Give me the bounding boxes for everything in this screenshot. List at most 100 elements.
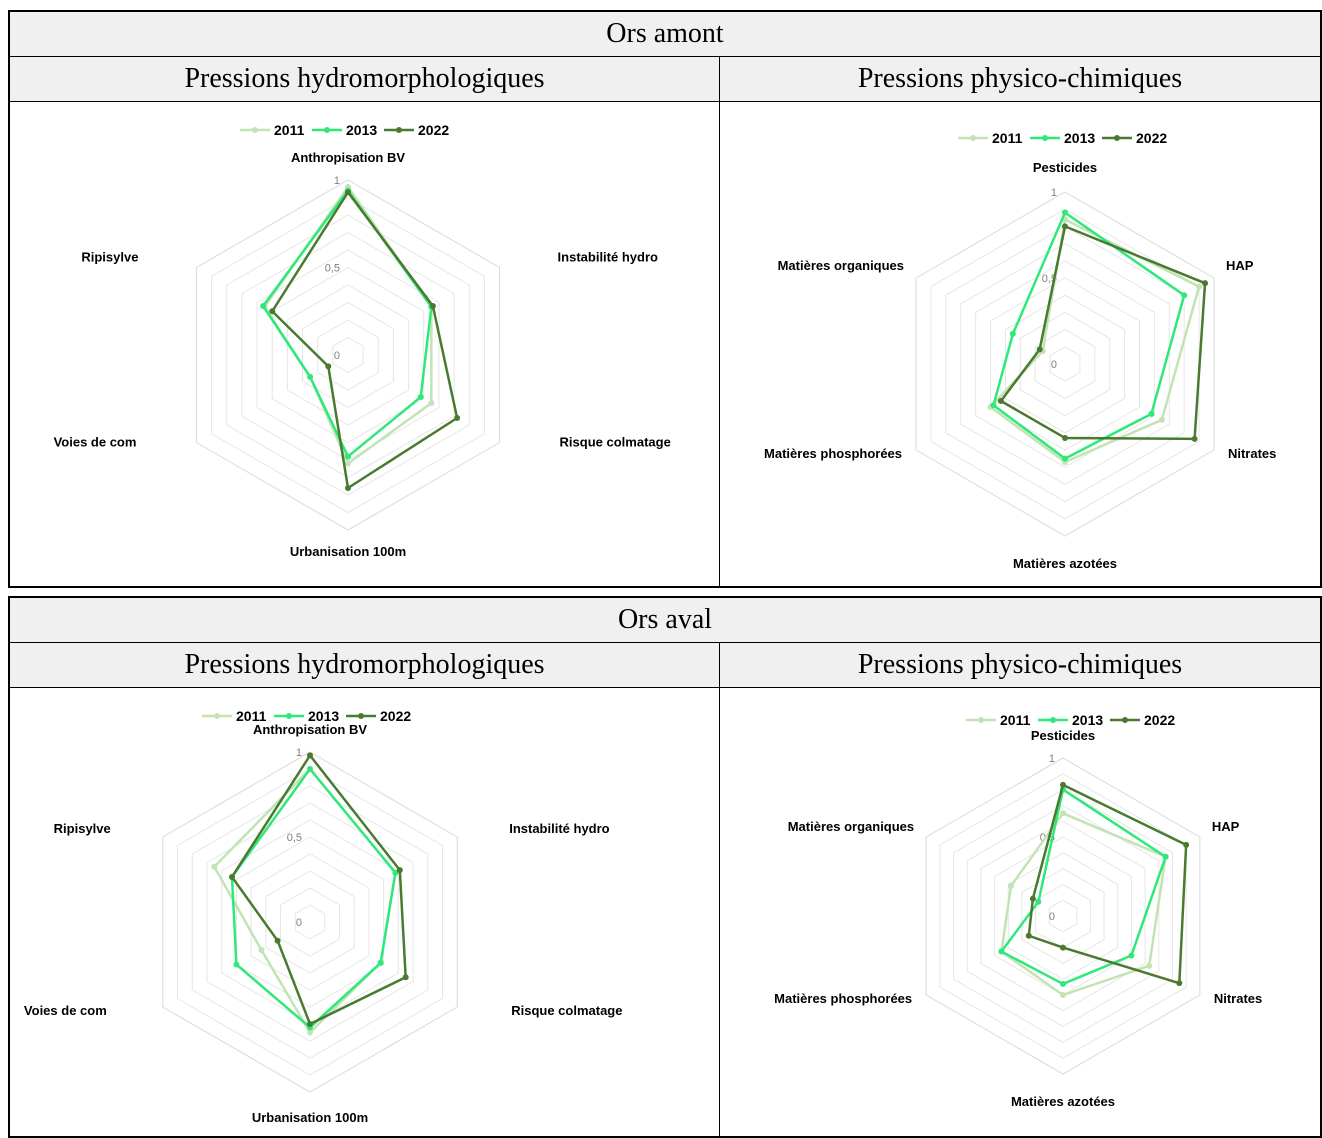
grid-ring [302,301,394,409]
tick-label: 0 [1049,911,1055,923]
axis-label: Nitrates [1228,446,1276,461]
grid-ring [211,196,485,514]
section-title: Ors aval [10,598,1320,643]
legend-label-2013: 2013 [346,122,377,138]
grid-ring [939,773,1187,1059]
legend-label-2022: 2022 [1136,130,1167,146]
data-point-2011 [1008,882,1015,889]
data-point-2013 [1162,853,1169,860]
data-point-2011 [258,947,265,954]
data-point-2013 [1062,455,1068,462]
grid-ring [265,870,355,974]
series-line-2013 [261,189,433,458]
grid-ring [235,836,385,1008]
data-point-2013 [1181,292,1188,299]
chart-row: 0 0,5 1 Anthropisation BV Instabilité hydro R… [10,688,1320,1136]
grid-ring [960,243,1170,485]
grid-ring [1034,329,1096,399]
legend-marker-2011 [978,717,984,723]
header-hydromorphologiques: Pressions hydromorphologiques [10,643,720,687]
chart-cell-hydro-aval: 0 0,5 1 Anthropisation BV Instabilité hydro R… [10,688,720,1136]
legend-label-2011: 2011 [992,130,1023,146]
data-point-2022 [1191,435,1198,442]
data-point-2013 [998,948,1005,955]
data-point-2022 [1062,223,1068,230]
grid-ring [294,904,326,940]
data-point-2022 [274,937,281,944]
data-point-2011 [428,400,435,407]
data-point-2022 [396,867,403,874]
legend-label-2011: 2011 [236,708,267,724]
legend-label-2011: 2011 [1000,712,1031,728]
data-point-2013 [233,961,240,968]
grid-ring [317,319,379,391]
data-point-2013 [417,394,424,400]
legend-label-2013: 2013 [1072,712,1103,728]
legend-label-2022: 2022 [380,708,411,724]
tick-label: 0 [1051,359,1057,371]
data-point-2011 [1060,992,1066,998]
axis-label: Voies de com [54,435,137,450]
axis-label: Voies de com [24,1003,107,1018]
data-point-2011 [1196,283,1203,290]
header-hydromorphologiques: Pressions hydromorphologiques [10,57,720,101]
axis-label: Matières phosphorées [774,991,912,1006]
grid-ring [930,208,1200,520]
data-point-2013 [1062,209,1068,216]
data-point-2013 [377,959,384,966]
data-point-2022 [402,974,409,981]
legend-marker-2013 [1050,717,1056,723]
data-point-2011 [307,1029,313,1036]
grid-ring [975,260,1155,468]
tick-label: 1 [296,747,302,759]
legend-marker-2011 [970,135,976,141]
data-point-2022 [307,752,313,759]
axis-label: Ripisylve [54,821,111,836]
data-point-2011 [1158,416,1165,423]
legend-label-2022: 2022 [418,122,449,138]
data-point-2013 [307,766,313,772]
tick-label: 1 [1049,753,1055,765]
radar-chart-hydro-aval: 0 0,5 1 Anthropisation BV Instabilité hydro R… [24,708,623,1125]
grid-ring [176,768,444,1076]
grid-ring [1004,294,1126,434]
ors-amont-table: Ors amont Pressions hydromorphologiques … [8,10,1322,588]
data-point-2013 [1148,410,1155,417]
grid-ring [980,820,1146,1012]
grid-ring [162,751,458,1093]
grid-ring [191,785,429,1059]
legend-label-2022: 2022 [1144,712,1175,728]
grid-ring [994,836,1132,996]
data-point-2011 [1146,962,1153,969]
data-point-2022 [1060,944,1066,951]
axis-label: Instabilité hydro [509,821,609,836]
tick-label: 0 [334,350,340,362]
legend-marker-2013 [1042,135,1048,141]
data-point-2022 [228,873,235,880]
data-point-2013 [1009,330,1016,337]
chart-cell-physico-amont: 0 0,5 1 Pesticides HAP Nitrates Matières azoté… [720,102,1320,586]
column-headers: Pressions hydromorphologiques Pressions … [10,57,1320,102]
legend-label-2013: 2013 [1064,130,1095,146]
column-headers: Pressions hydromorphologiques Pressions … [10,643,1320,688]
axis-label: Urbanisation 100m [290,544,406,559]
data-point-2022 [307,1021,313,1027]
legend-marker-2013 [286,713,292,719]
ors-aval-table: Ors aval Pressions hydromorphologiques P… [8,596,1322,1138]
data-point-2022 [345,485,351,491]
data-point-2011 [345,460,351,467]
axis-label: Nitrates [1214,991,1262,1006]
axis-label: HAP [1226,258,1254,273]
grid-ring [250,853,370,991]
data-point-2013 [260,303,267,309]
data-point-2022 [1183,841,1190,848]
data-point-2022 [1060,781,1066,788]
data-point-2011 [1060,810,1066,817]
data-point-2022 [325,363,332,370]
data-point-2013 [1128,952,1135,959]
data-point-2013 [1035,898,1042,905]
axis-label: Matières azotées [1011,1094,1115,1109]
axis-label: Instabilité hydro [558,250,658,265]
